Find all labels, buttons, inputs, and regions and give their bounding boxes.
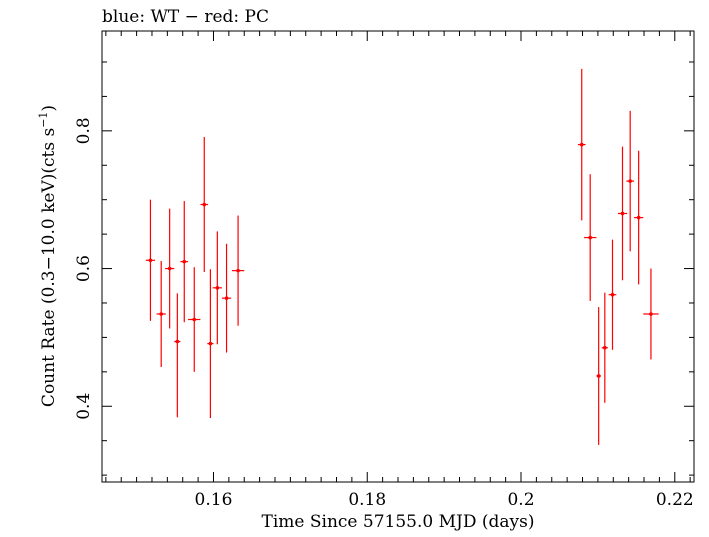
x-axis-label: Time Since 57155.0 MJD (days) xyxy=(262,512,535,532)
y-tick-label: 0.6 xyxy=(74,255,94,282)
point-marker xyxy=(610,292,615,297)
y-tick-label: 0.4 xyxy=(74,393,94,420)
point-marker xyxy=(636,215,641,220)
point-marker xyxy=(236,268,240,273)
point-marker xyxy=(620,211,625,216)
point-marker xyxy=(588,235,593,240)
data-point xyxy=(145,199,156,321)
point-marker xyxy=(649,312,653,316)
data-point xyxy=(231,215,245,326)
data-point xyxy=(156,260,166,368)
point-marker xyxy=(579,142,584,147)
data-point xyxy=(584,174,597,301)
data-point xyxy=(212,231,222,345)
point-marker xyxy=(202,202,207,207)
point-marker xyxy=(182,259,187,264)
data-point xyxy=(200,137,209,272)
plot-frame xyxy=(101,30,695,483)
x-tick-label: 0.16 xyxy=(195,490,233,510)
data-point xyxy=(207,269,214,418)
data-point xyxy=(180,201,189,323)
point-marker xyxy=(175,339,180,344)
data-point xyxy=(577,68,586,221)
chart-title: blue: WT − red: PC xyxy=(102,7,269,27)
data-point xyxy=(626,110,635,252)
data-point xyxy=(174,293,181,418)
data-point xyxy=(634,150,644,285)
y-axis-ticks: 0.4 0.6 0.8 xyxy=(74,61,694,476)
y-axis-label-sup: −1 xyxy=(37,112,50,128)
data-point xyxy=(601,292,608,403)
data-point xyxy=(165,208,175,329)
point-marker xyxy=(192,317,197,322)
point-marker xyxy=(603,345,607,350)
data-point xyxy=(596,307,601,445)
point-marker xyxy=(208,341,213,346)
point-marker xyxy=(159,312,163,316)
y-axis-label-main: Count Rate (0.3−10.0 keV)(cts s xyxy=(39,128,59,407)
y-axis-label-end: ) xyxy=(39,105,59,112)
data-point xyxy=(221,243,232,353)
y-tick-label: 0.8 xyxy=(74,117,94,144)
x-tick-label: 0.22 xyxy=(656,490,694,510)
data-series xyxy=(145,68,659,445)
point-marker xyxy=(628,179,632,183)
x-tick-label: 0.2 xyxy=(507,490,534,510)
point-marker xyxy=(224,296,229,300)
point-marker xyxy=(167,266,172,271)
data-point xyxy=(643,268,659,360)
point-marker xyxy=(148,258,153,263)
point-marker xyxy=(596,374,601,378)
x-tick-label: 0.18 xyxy=(348,490,386,510)
data-point xyxy=(188,267,201,372)
data-point xyxy=(617,146,628,281)
x-axis-ticks: 0.16 0.18 0.2 0.22 xyxy=(105,31,694,510)
y-axis-label: Count Rate (0.3−10.0 keV)(cts s−1) xyxy=(37,105,59,407)
point-marker xyxy=(215,286,220,290)
data-point xyxy=(608,239,617,350)
